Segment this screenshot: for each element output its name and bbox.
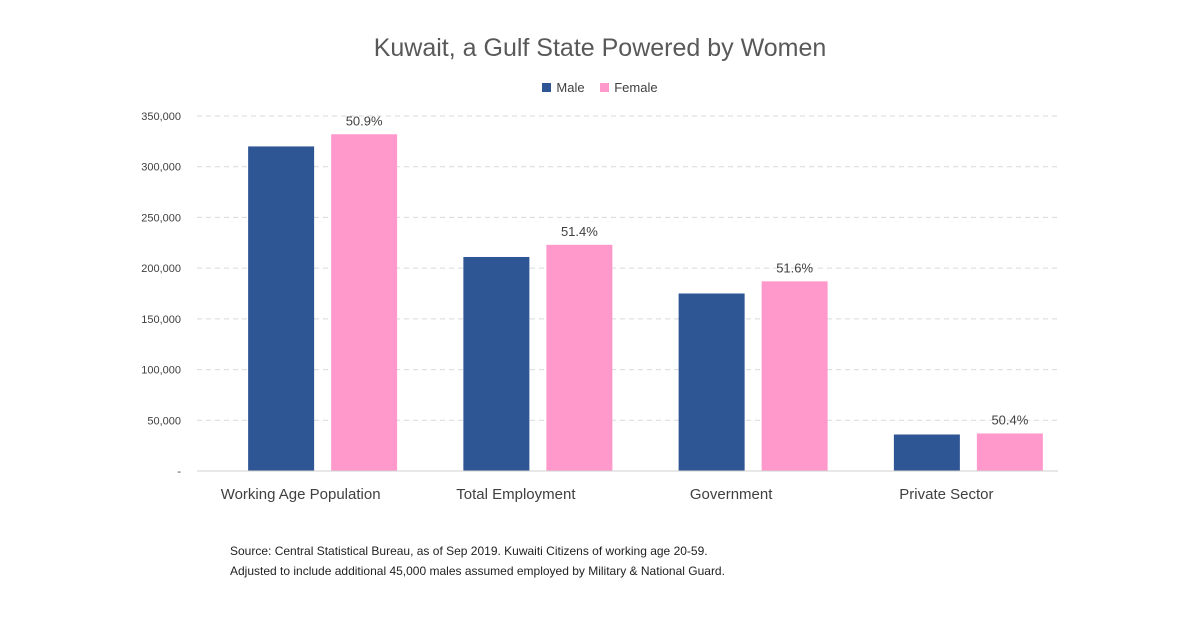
legend-swatch-female (600, 83, 610, 92)
bar-male (248, 146, 315, 471)
y-tick-label: 300,000 (141, 162, 181, 174)
y-tick-label: - (177, 466, 181, 478)
y-tick-label: 50,000 (147, 415, 181, 427)
data-label: 50.4% (991, 412, 1028, 427)
bar-female (761, 281, 828, 471)
y-tick-label: 200,000 (141, 263, 181, 275)
data-labels: 50.9% 51.4% 51.6% 50.4% (346, 113, 1029, 427)
data-label: 51.6% (776, 260, 813, 275)
y-tick-label: 100,000 (141, 365, 181, 377)
legend-swatch-male (542, 83, 552, 92)
bar-female (976, 433, 1043, 471)
x-axis-ticks: Working Age Population Total Employment Go… (221, 486, 994, 503)
source-note-line: Adjusted to include additional 45,000 ma… (230, 564, 725, 578)
x-tick-label: Government (690, 486, 773, 503)
bar-female (546, 244, 613, 471)
y-tick-label: 350,000 (141, 111, 181, 123)
x-tick-label: Private Sector (899, 486, 993, 503)
legend-label-male: Male (556, 80, 585, 95)
source-note: Source: Central Statistical Bureau, as o… (230, 541, 725, 581)
data-label: 50.9% (346, 113, 383, 128)
y-tick-label: 150,000 (141, 314, 181, 326)
y-tick-label: 250,000 (141, 212, 181, 224)
y-axis-ticks: - 50,000 100,000 150,000 200,000 250,000 300,0… (141, 111, 181, 478)
bar-female (331, 134, 398, 471)
x-tick-label: Total Employment (456, 486, 576, 503)
legend-item-female: Female (600, 80, 658, 95)
bar-male (678, 293, 745, 471)
chart-title: Kuwait, a Gulf State Powered by Women (373, 34, 827, 62)
bars (248, 134, 1043, 471)
data-label: 51.4% (561, 224, 598, 239)
legend: Male Female (0, 80, 1200, 95)
bar-male (893, 434, 960, 471)
x-tick-label: Working Age Population (221, 486, 381, 503)
legend-label-female: Female (614, 80, 658, 95)
source-note-line: Source: Central Statistical Bureau, as o… (230, 544, 708, 558)
legend-item-male: Male (542, 80, 585, 95)
gridlines (197, 115, 1058, 421)
bar-male (463, 256, 530, 471)
